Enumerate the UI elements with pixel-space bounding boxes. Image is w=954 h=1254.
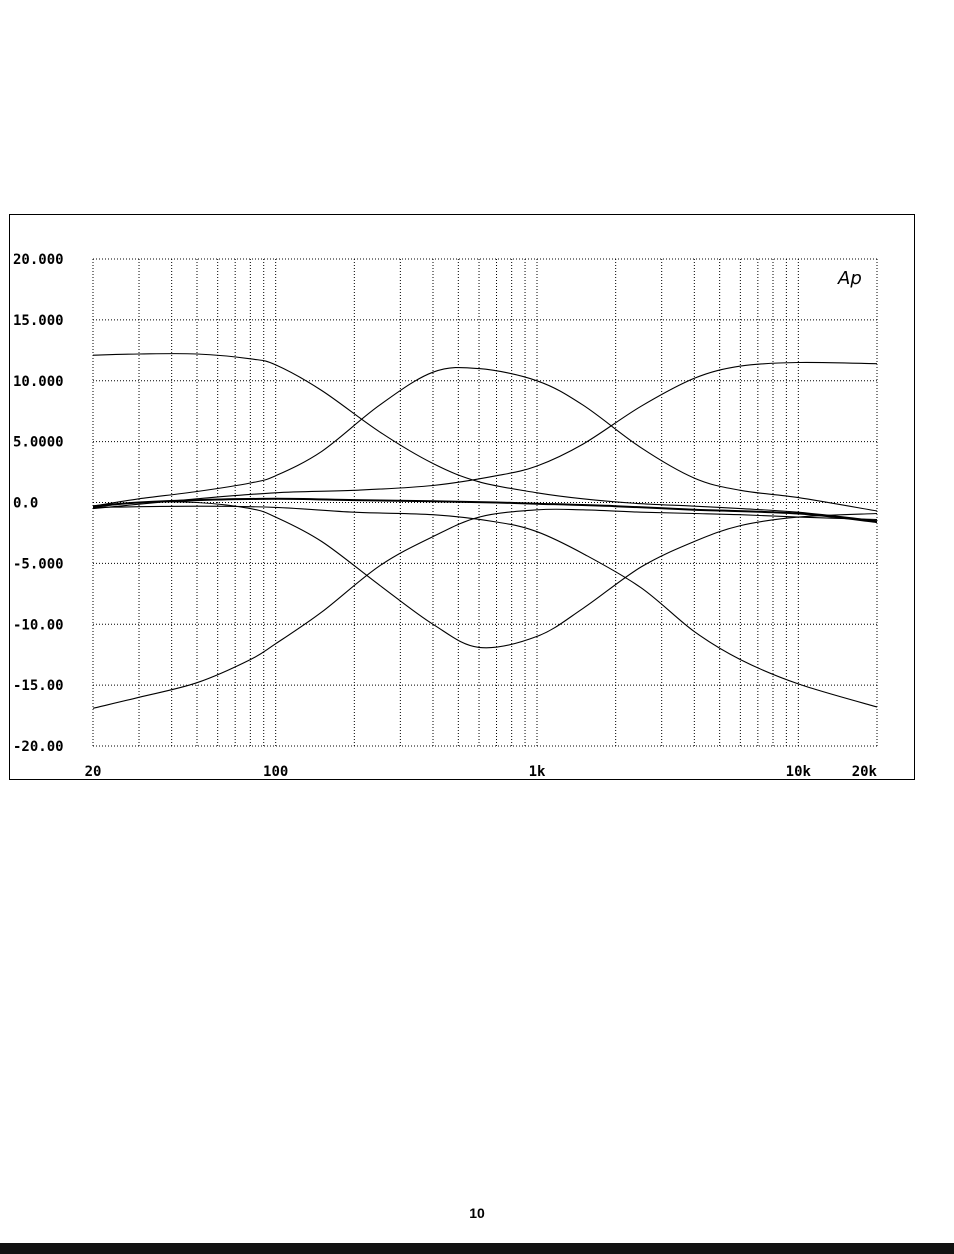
series-curve-1: [92, 353, 878, 522]
y-tick-label-1: 15.000: [13, 313, 64, 329]
chart-frame: 20.000 15.000 10.000 5.0000 0.0 -5.000 -10.00 -…: [9, 214, 915, 780]
y-tick-label-7: -15.00: [13, 678, 64, 694]
y-tick-label-0: 20.000: [13, 252, 64, 268]
x-tick-label-0: 20: [85, 764, 102, 779]
y-tick-label-6: -10.00: [13, 617, 64, 633]
bottom-edge-bar: [0, 1243, 954, 1254]
x-tick-label-3: 10k: [786, 764, 812, 779]
series-curve-6: [92, 508, 878, 709]
y-tick-label-3: 5.0000: [13, 435, 64, 451]
series-curve-2: [92, 366, 878, 512]
series-curve-3: [92, 361, 878, 510]
series-curve-7: [92, 497, 878, 523]
x-tick-label-2: 1k: [529, 764, 546, 779]
page-number: 10: [469, 1205, 485, 1221]
ap-logo: Ap: [837, 268, 862, 289]
x-tick-label-1: 100: [263, 764, 288, 779]
series-group: [92, 353, 878, 709]
y-tick-label-4: 0.0: [13, 496, 38, 512]
x-tick-label-4: 20k: [852, 764, 878, 779]
y-tick-label-2: 10.000: [13, 374, 64, 390]
series-curve-4: [92, 501, 878, 649]
y-tick-label-8: -20.00: [13, 739, 64, 755]
tick-labels: 20.000 15.000 10.000 5.0000 0.0 -5.000 -10.00 -…: [13, 252, 878, 779]
series-curve-5: [92, 505, 878, 708]
y-tick-label-5: -5.000: [13, 556, 64, 572]
frequency-response-chart: 20.000 15.000 10.000 5.0000 0.0 -5.000 -10.00 -…: [13, 252, 878, 779]
